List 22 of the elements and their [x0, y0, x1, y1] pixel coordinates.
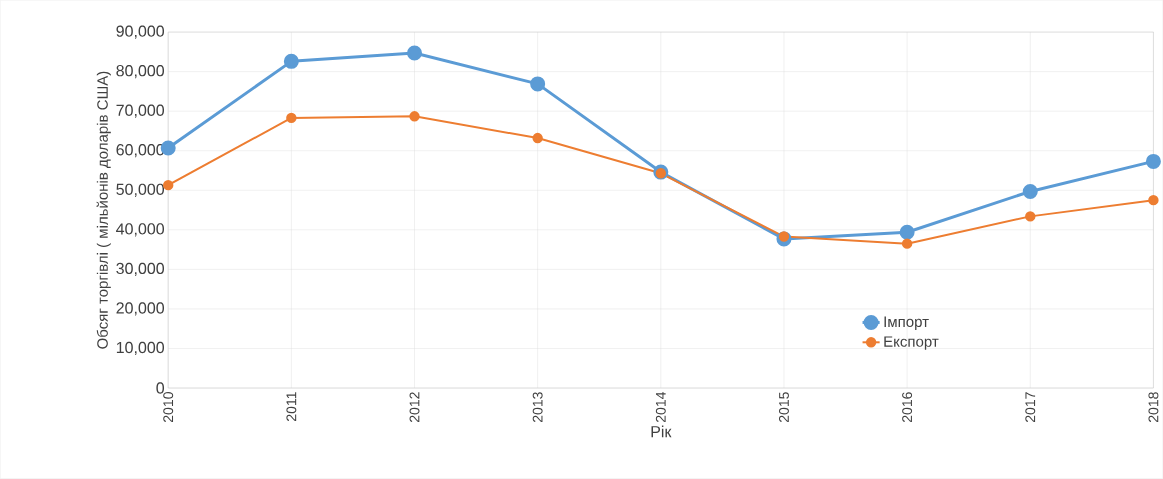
y-tick-label: 10,000 — [116, 341, 165, 356]
x-tick-label: 2011 — [286, 392, 297, 422]
x-tick-label: 2013 — [532, 392, 543, 423]
y-tick-label: 0 — [156, 382, 165, 394]
x-tick-label: 2017 — [1025, 392, 1036, 423]
x-tick-label: 2010 — [163, 392, 174, 423]
y-tick-label: 50,000 — [116, 183, 165, 197]
x-tick-label: 2018 — [1148, 392, 1159, 423]
x-tick-label: 2014 — [655, 392, 666, 423]
x-tick-label: 2012 — [409, 392, 420, 423]
x-axis-title: Рік — [651, 425, 672, 438]
y-axis-title: Обсяг торгівлі ( мільйонів доларів США) — [96, 71, 111, 349]
y-tick-label: 30,000 — [116, 262, 165, 277]
x-tick-label: 2016 — [902, 392, 913, 423]
y-tick-label: 20,000 — [116, 302, 165, 316]
y-tick-label: 90,000 — [116, 25, 165, 39]
legend-label: Експорт — [884, 336, 939, 350]
x-tick-label: 2015 — [778, 392, 789, 423]
y-tick-label: 80,000 — [116, 65, 165, 79]
legend-label: Імпорт — [884, 316, 929, 331]
y-tick-label: 70,000 — [116, 104, 165, 118]
y-tick-label: 40,000 — [116, 223, 165, 237]
